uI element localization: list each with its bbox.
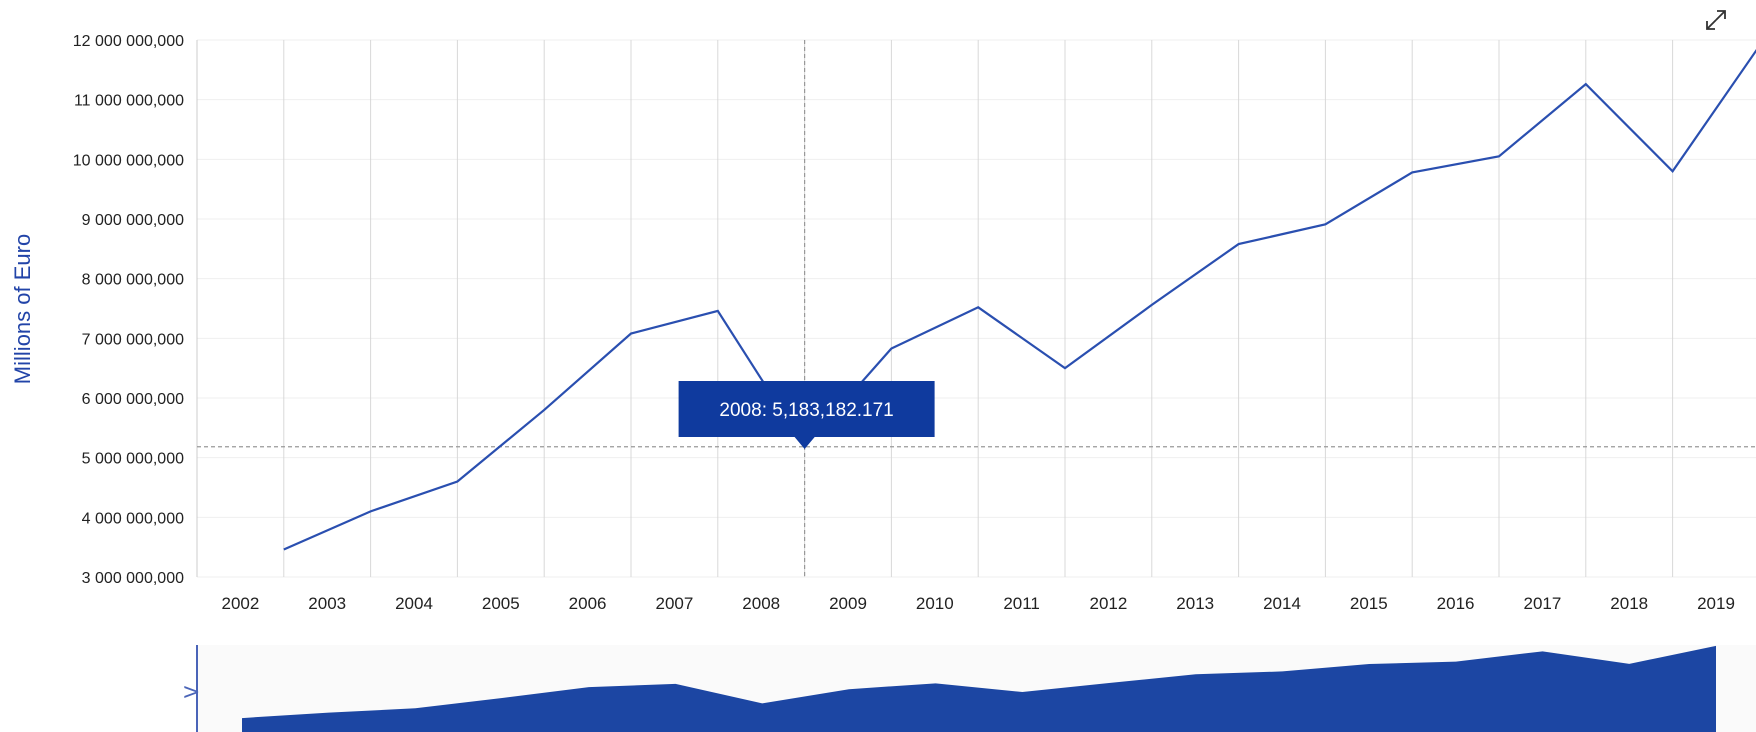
y-tick-label: 8 000 000,000 bbox=[82, 272, 184, 289]
y-axis-label: Millions of Euro bbox=[10, 234, 35, 384]
x-tick-label: 2016 bbox=[1437, 594, 1475, 613]
x-tick-label: 2015 bbox=[1350, 594, 1388, 613]
y-tick-label: 7 000 000,000 bbox=[82, 331, 184, 348]
tooltip-box bbox=[678, 381, 935, 437]
y-tick-label: 4 000 000,000 bbox=[82, 510, 184, 527]
x-tick-label: 2003 bbox=[308, 594, 346, 613]
x-tick-label: 2019 bbox=[1697, 594, 1735, 613]
y-tick-label: 5 000 000,000 bbox=[82, 451, 184, 468]
tooltip-text: 2008: 5,183,182.171 bbox=[719, 400, 893, 421]
x-tick-labels: 2002 2003 2004 2005 2006 2007 2008 2009 2010 2011… bbox=[221, 594, 1734, 613]
series-line bbox=[283, 48, 1756, 551]
y-tick-label: 3 000 000,000 bbox=[82, 570, 184, 587]
x-tick-label: 2008 bbox=[742, 594, 780, 613]
x-tick-label: 2004 bbox=[395, 594, 433, 613]
grid bbox=[197, 39, 1756, 578]
x-tick-label: 2006 bbox=[569, 594, 607, 613]
x-tick-label: 2005 bbox=[482, 594, 520, 613]
x-tick-label: 2014 bbox=[1263, 594, 1301, 613]
navigator bbox=[196, 645, 1756, 732]
y-tick-label: 12 000 000,000 bbox=[73, 33, 184, 50]
y-tick-label: 9 000 000,000 bbox=[82, 212, 184, 229]
x-tick-label: 2018 bbox=[1610, 594, 1648, 613]
x-tick-label: 2010 bbox=[916, 594, 954, 613]
x-tick-label: 2002 bbox=[221, 594, 259, 613]
navigator-handle[interactable]: > bbox=[182, 680, 201, 705]
x-tick-label: 2009 bbox=[829, 594, 867, 613]
navigator-area bbox=[242, 645, 1716, 732]
crosshair bbox=[197, 40, 1756, 577]
y-tick-label: 10 000 000,000 bbox=[73, 152, 184, 169]
tooltip: 2008: 5,183,182.171 bbox=[678, 381, 935, 449]
x-tick-label: 2011 bbox=[1003, 594, 1040, 613]
x-tick-label: 2012 bbox=[1089, 594, 1127, 613]
series-path bbox=[283, 48, 1756, 551]
x-tick-label: 2013 bbox=[1176, 594, 1214, 613]
x-tick-label: 2017 bbox=[1523, 594, 1561, 613]
expand-icon[interactable] bbox=[1702, 6, 1730, 34]
tooltip-pointer bbox=[794, 437, 815, 449]
y-tick-label: 6 000 000,000 bbox=[82, 391, 184, 408]
y-tick-label: 11 000 000,000 bbox=[74, 93, 184, 110]
y-tick-labels: 3 000 000,000 4 000 000,000 5 000 000,000 6… bbox=[73, 33, 184, 587]
x-tick-label: 2007 bbox=[655, 594, 693, 613]
